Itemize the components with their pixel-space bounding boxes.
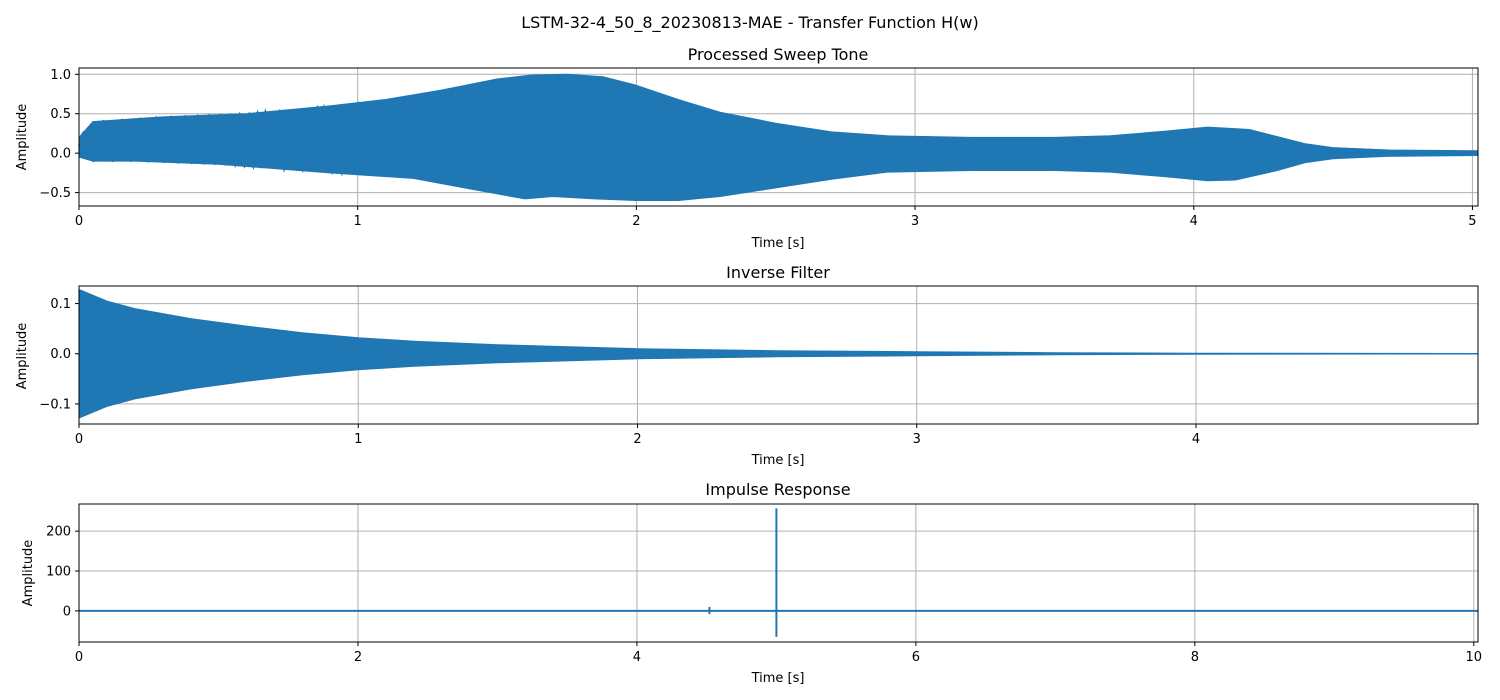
x-axis-label: Time [s] — [751, 236, 805, 251]
x-ticks: 0 2 4 6 8 10 — [75, 642, 1482, 665]
series-layer — [79, 508, 1478, 637]
x-tick-label: 2 — [632, 214, 640, 229]
panel-processed-sweep-tone: Processed Sweep Tone 0 1 2 3 4 5 −0.5 0.0 0.5 1.… — [15, 45, 1479, 251]
x-tick-label: 4 — [1190, 214, 1198, 229]
figure-title: LSTM-32-4_50_8_20230813-MAE - Transfer F… — [521, 13, 978, 33]
y-tick-label: −0.1 — [39, 397, 71, 412]
x-tick-label: 1 — [354, 214, 362, 229]
y-axis-label: Amplitude — [15, 323, 30, 390]
y-tick-label: 0.0 — [50, 147, 71, 162]
x-tick-label: 0 — [75, 650, 83, 665]
x-tick-label: 4 — [1192, 432, 1200, 447]
y-axis-label: Amplitude — [15, 104, 30, 171]
x-tick-label: 3 — [913, 432, 921, 447]
x-tick-label: 3 — [911, 214, 919, 229]
panel-title: Inverse Filter — [726, 263, 830, 282]
x-tick-label: 10 — [1466, 650, 1483, 665]
x-tick-label: 1 — [354, 432, 362, 447]
y-tick-label: 100 — [46, 565, 71, 580]
axes-frame — [78, 503, 1479, 643]
series-line — [78, 95, 415, 179]
y-tick-label: 0.0 — [50, 347, 71, 362]
panel-impulse-response: Impulse Response 0 2 4 6 8 10 0 100 200 Time [s… — [21, 480, 1482, 686]
y-tick-label: 0.1 — [50, 297, 71, 312]
x-ticks: 0 1 2 3 4 — [75, 424, 1200, 447]
x-tick-label: 2 — [633, 432, 641, 447]
x-ticks: 0 1 2 3 4 5 — [75, 206, 1477, 229]
x-axis-label: Time [s] — [751, 453, 805, 468]
x-tick-label: 6 — [912, 650, 920, 665]
x-tick-label: 5 — [1468, 214, 1476, 229]
x-tick-label: 0 — [75, 214, 83, 229]
x-axis-label: Time [s] — [751, 671, 805, 686]
y-tick-label: 0.5 — [50, 107, 71, 122]
y-ticks: −0.1 0.0 0.1 — [39, 297, 79, 412]
panel-title: Processed Sweep Tone — [688, 45, 869, 64]
panel-inverse-filter: Inverse Filter 0 1 2 3 4 −0.1 0.0 0.1 Time [s]… — [15, 263, 1479, 468]
axes-frame — [78, 67, 1479, 207]
y-ticks: −0.5 0.0 0.5 1.0 — [39, 68, 79, 201]
y-ticks: 0 100 200 — [46, 525, 79, 619]
y-axis-label: Amplitude — [21, 540, 36, 607]
x-tick-label: 2 — [354, 650, 362, 665]
panel-title: Impulse Response — [705, 480, 850, 499]
y-tick-label: −0.5 — [39, 186, 71, 201]
x-tick-label: 8 — [1191, 650, 1199, 665]
y-tick-label: 1.0 — [50, 68, 71, 83]
x-tick-label: 4 — [633, 650, 641, 665]
y-tick-label: 0 — [63, 604, 71, 619]
axes-frame — [78, 285, 1479, 425]
x-tick-label: 0 — [75, 432, 83, 447]
y-tick-label: 200 — [46, 525, 71, 540]
